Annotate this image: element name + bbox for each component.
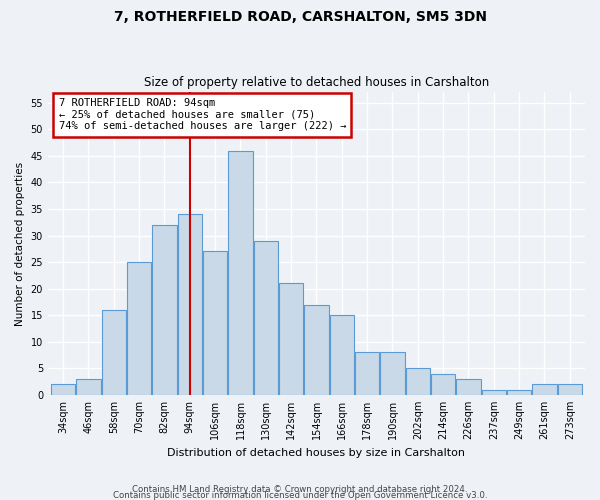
Title: Size of property relative to detached houses in Carshalton: Size of property relative to detached ho… xyxy=(144,76,489,90)
Bar xyxy=(406,368,430,395)
Bar xyxy=(557,384,582,395)
Bar xyxy=(304,304,329,395)
Bar xyxy=(152,225,176,395)
Text: 7 ROTHERFIELD ROAD: 94sqm
← 25% of detached houses are smaller (75)
74% of semi-: 7 ROTHERFIELD ROAD: 94sqm ← 25% of detac… xyxy=(59,98,346,132)
Bar xyxy=(457,379,481,395)
Bar xyxy=(101,310,126,395)
Bar xyxy=(127,262,151,395)
Text: Contains HM Land Registry data © Crown copyright and database right 2024.: Contains HM Land Registry data © Crown c… xyxy=(132,484,468,494)
Bar xyxy=(76,379,101,395)
Bar xyxy=(507,390,531,395)
Text: Contains public sector information licensed under the Open Government Licence v3: Contains public sector information licen… xyxy=(113,490,487,500)
Bar xyxy=(431,374,455,395)
Bar xyxy=(355,352,379,395)
Bar xyxy=(178,214,202,395)
X-axis label: Distribution of detached houses by size in Carshalton: Distribution of detached houses by size … xyxy=(167,448,466,458)
Bar xyxy=(279,284,303,395)
Bar xyxy=(482,390,506,395)
Bar xyxy=(229,150,253,395)
Bar xyxy=(254,241,278,395)
Text: 7, ROTHERFIELD ROAD, CARSHALTON, SM5 3DN: 7, ROTHERFIELD ROAD, CARSHALTON, SM5 3DN xyxy=(113,10,487,24)
Bar xyxy=(532,384,557,395)
Y-axis label: Number of detached properties: Number of detached properties xyxy=(15,162,25,326)
Bar xyxy=(203,252,227,395)
Bar xyxy=(51,384,75,395)
Bar xyxy=(380,352,404,395)
Bar xyxy=(329,315,354,395)
